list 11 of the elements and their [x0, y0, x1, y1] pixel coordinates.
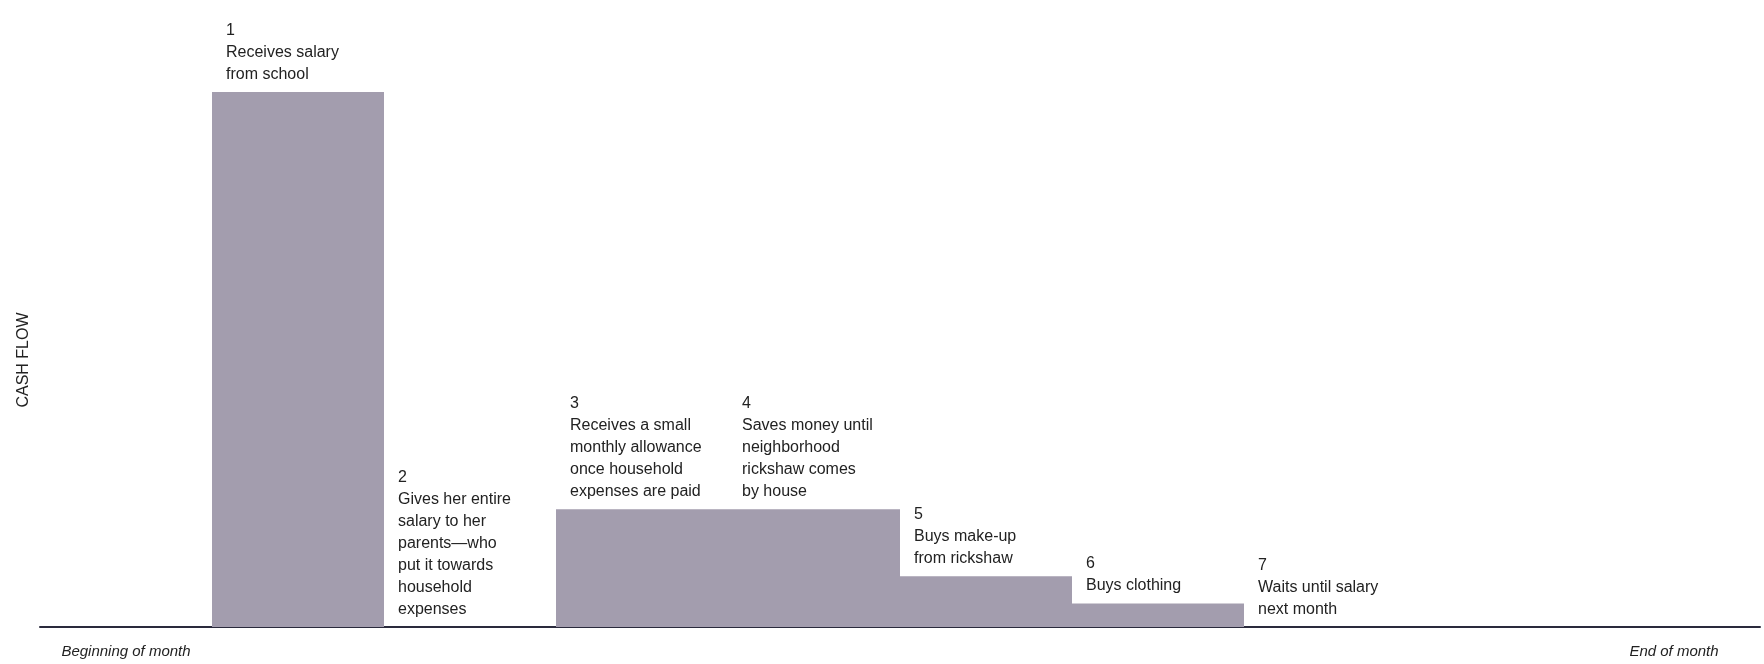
annotation: 2 Gives her entire salary to her parents—who put it towards household expenses [398, 467, 512, 617]
x-tick-label: End of month [1629, 642, 1719, 659]
annotation: 4 Saves money until neighborhood rickshaw comes by house [742, 393, 873, 499]
annotation: 6 Buys clothing [1086, 553, 1182, 593]
annotation: 5 Buys make-up from rickshaw [914, 504, 1017, 566]
x-tick-label: Beginning of month [61, 642, 191, 659]
annotation: 7 Waits until salary next month [1258, 555, 1379, 617]
annotation: 3 Receives a small monthly allowance once household expenses are paid [570, 393, 702, 499]
y-axis-title: CASH FLOW [13, 311, 31, 408]
text: 1 Receives salary from school [226, 20, 339, 82]
bar [212, 92, 384, 627]
